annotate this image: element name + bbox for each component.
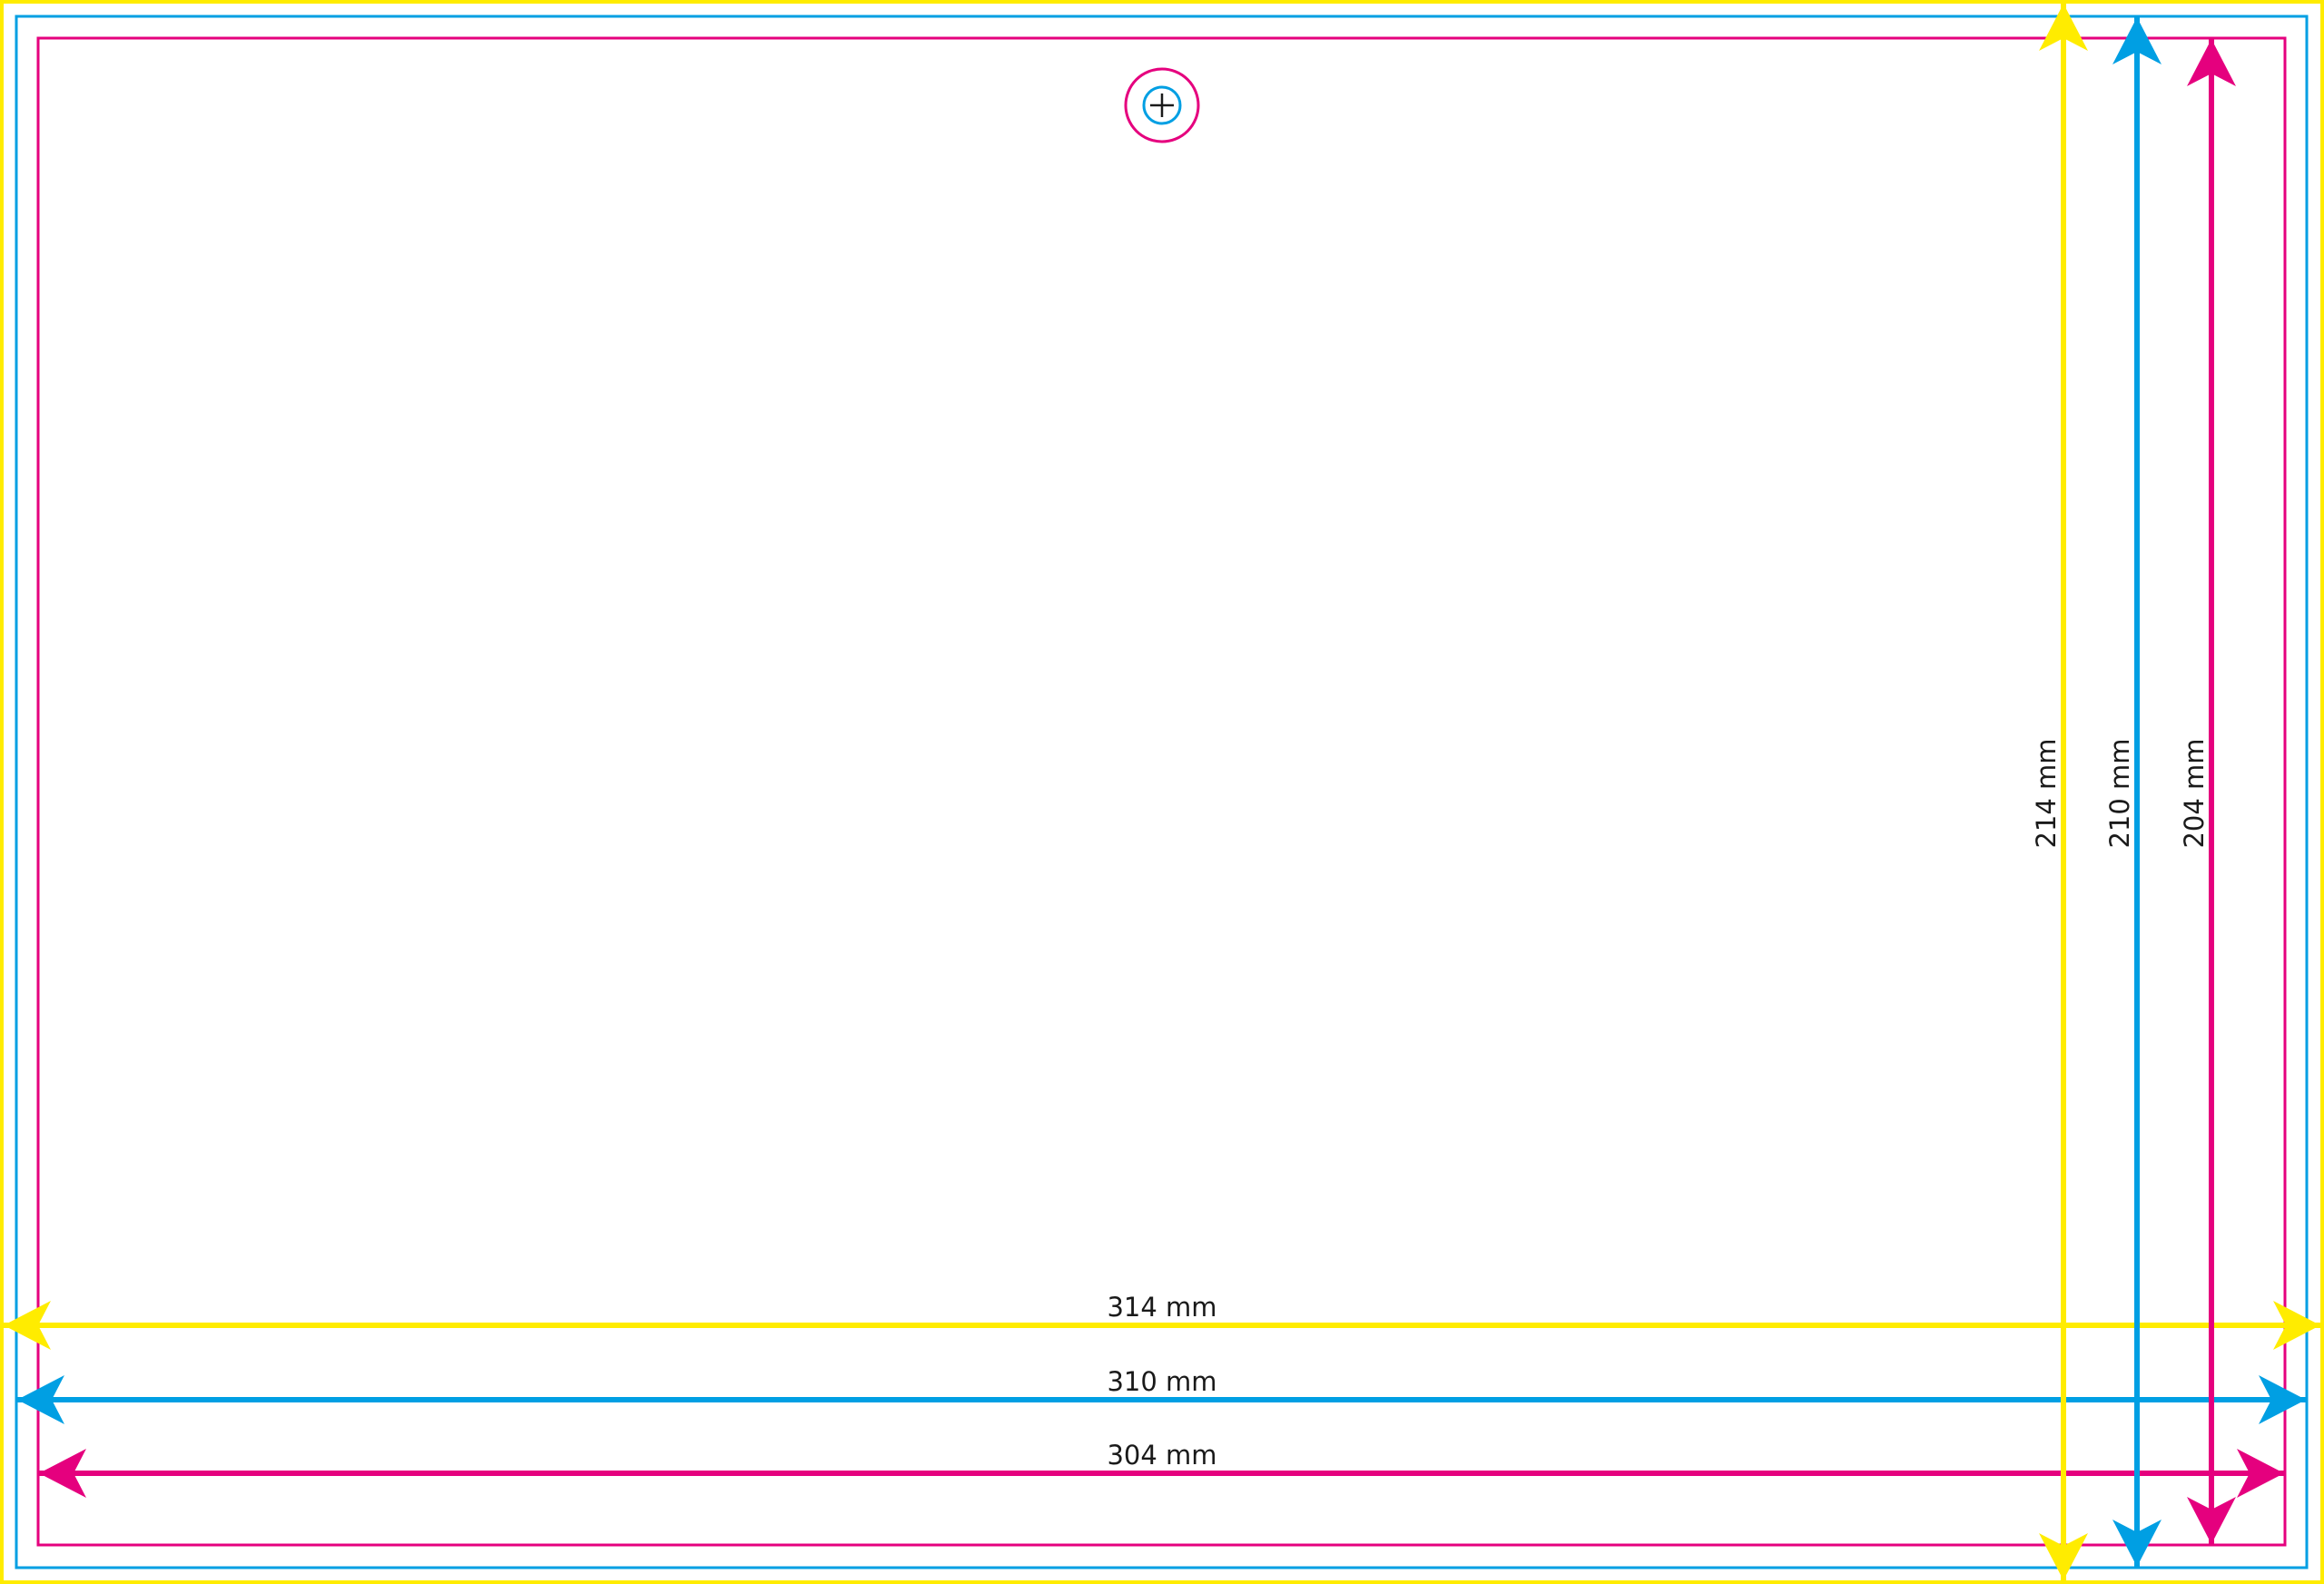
- width-safe-arrow-arrowhead-end: [2237, 1449, 2284, 1498]
- width-bleed-arrow-arrowhead-start: [4, 1301, 51, 1350]
- width-safe-label: 304 mm: [1107, 1440, 1216, 1471]
- height-safe-label: 204 mm: [2179, 738, 2210, 848]
- registration-crosshair-icon: [1124, 67, 1200, 143]
- width-bleed-label: 314 mm: [1107, 1292, 1216, 1323]
- height-bleed-arrow-arrowhead-start: [2039, 4, 2088, 51]
- width-trim-label: 310 mm: [1107, 1366, 1216, 1397]
- height-bleed-label: 214 mm: [2031, 738, 2062, 848]
- height-bleed-arrow-arrowhead-end: [2039, 1533, 2088, 1580]
- width-trim-arrow-arrowhead-start: [17, 1375, 64, 1424]
- safe-frame: [36, 36, 2287, 1547]
- height-trim-arrow-arrowhead-start: [2112, 17, 2162, 64]
- width-safe-arrow-arrowhead-start: [39, 1449, 86, 1498]
- width-bleed-arrow-arrowhead-end: [2273, 1301, 2320, 1350]
- height-trim-label: 210 mm: [2104, 738, 2135, 848]
- height-safe-arrow-arrowhead-start: [2187, 39, 2236, 86]
- height-safe-arrow-arrowhead-end: [2187, 1497, 2236, 1544]
- trim-frame: [15, 15, 2309, 1569]
- width-trim-arrow-arrowhead-end: [2259, 1375, 2306, 1424]
- height-trim-arrow-arrowhead-end: [2112, 1520, 2162, 1567]
